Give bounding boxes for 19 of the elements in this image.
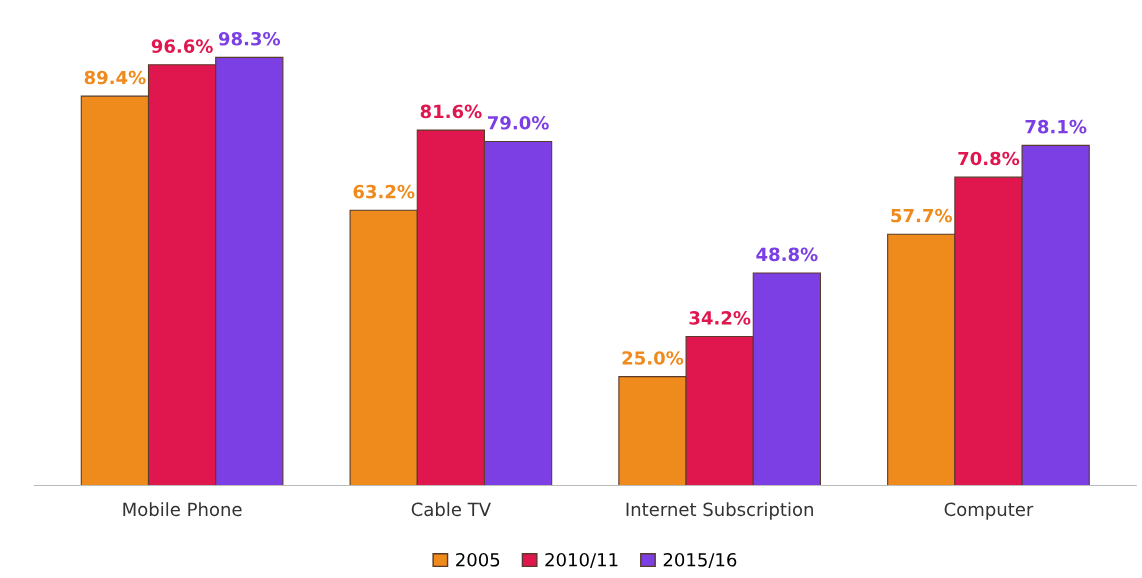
data-label: 78.1% xyxy=(1025,119,1087,134)
x-tick-label: Cable TV xyxy=(411,502,491,517)
data-label: 96.6% xyxy=(151,39,213,53)
data-label: 98.3% xyxy=(218,31,281,46)
data-label: 48.8% xyxy=(756,247,818,262)
data-label: 70.8% xyxy=(958,151,1020,166)
data-label: 81.6% xyxy=(420,104,482,119)
legend-label: 2015/16 xyxy=(663,552,737,569)
data-label: 25.0% xyxy=(622,351,684,365)
data-label: 89.4% xyxy=(84,70,146,85)
x-tick-label: Mobile Phone xyxy=(123,502,242,517)
data-label: 63.2% xyxy=(353,184,415,199)
legend-label: 2005 xyxy=(456,552,500,567)
legend-label: 2010/11 xyxy=(545,552,618,569)
data-label: 57.7% xyxy=(891,208,953,223)
data-label: 79.0% xyxy=(487,115,549,130)
data-label: 34.2% xyxy=(689,311,751,325)
x-tick-label: Internet Subscription xyxy=(626,502,813,520)
x-tick-label: Computer xyxy=(944,502,1034,520)
